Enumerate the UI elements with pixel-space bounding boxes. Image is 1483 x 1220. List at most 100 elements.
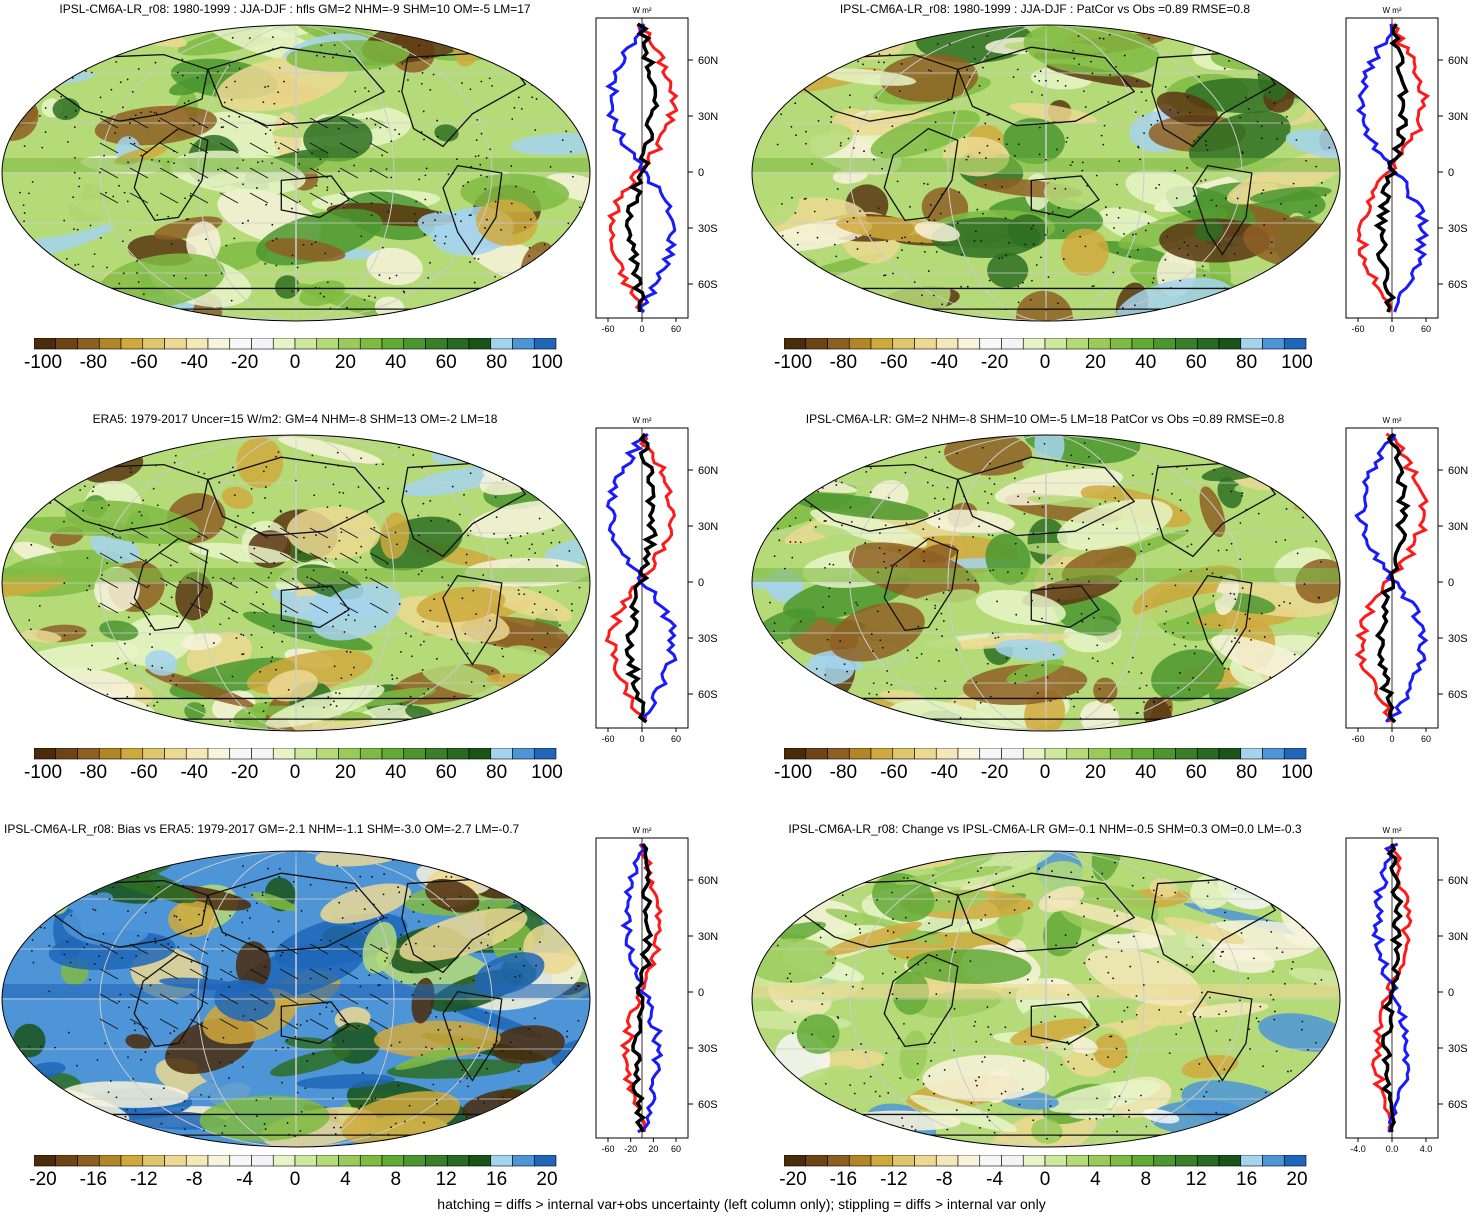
colorbar-swatch <box>892 748 915 760</box>
colorbar-swatch <box>1196 748 1220 760</box>
colorbar-tick-label: 60 <box>1185 762 1207 783</box>
colorbar-tick-label: -80 <box>829 762 858 783</box>
colorbar-swatch <box>446 338 470 350</box>
profile-y-tick: 0 <box>1448 577 1454 589</box>
colorbar-swatch <box>1153 748 1176 760</box>
colorbar-tick-label: -12 <box>130 1169 158 1190</box>
colorbar-swatch <box>1283 338 1307 350</box>
colorbar-swatch <box>77 338 100 350</box>
colorbar-tick-label: 4 <box>1090 1169 1101 1190</box>
colorbar-swatch <box>1109 1155 1133 1167</box>
colorbar-tick-label: -20 <box>980 352 1009 373</box>
colorbar-swatch <box>1088 748 1111 760</box>
colorbar-swatch <box>1109 748 1133 760</box>
profile-y-tick: 30N <box>698 931 718 943</box>
profile-y-tick: 30S <box>698 633 718 645</box>
colorbar-swatch <box>1283 748 1307 760</box>
colorbar-tick-label: -40 <box>180 762 208 783</box>
colorbar-swatch <box>403 338 426 350</box>
colorbar-swatch <box>34 1155 57 1167</box>
colorbar-tick-label: 80 <box>1236 352 1258 373</box>
colorbar-swatch <box>1218 338 1242 350</box>
colorbar-swatch <box>272 338 296 350</box>
colorbar-swatch <box>512 748 535 760</box>
colorbar-swatch <box>784 1155 807 1167</box>
colorbar-tick-label: 20 <box>334 762 356 783</box>
colorbar-swatch <box>1044 748 1068 760</box>
colorbar-swatch <box>164 748 187 760</box>
colorbar-tick-label: -100 <box>773 352 813 373</box>
colorbar-swatch <box>55 1155 78 1167</box>
zonal-mean-profile: W m² -4.0 0.0 4.0 60N 30N 0 30S 60S <box>1345 826 1468 1154</box>
colorbar-tick-label: -8 <box>185 1169 203 1190</box>
profile-y-tick: 30S <box>698 223 718 235</box>
colorbar-tick-label: -80 <box>79 352 108 373</box>
colorbar-labels: -100 -80 -60 -40 -20 0 20 40 60 80 100 <box>774 762 1313 786</box>
colorbar-swatch <box>827 1155 850 1167</box>
robinson-map <box>751 24 1341 322</box>
panel-title: IPSL-CM6A-LR_r08: Change vs IPSL-CM6A-LR… <box>788 822 1302 836</box>
colorbar-swatch <box>784 748 807 760</box>
colorbar-swatch <box>55 338 78 350</box>
colorbar-swatch <box>185 1155 209 1167</box>
panel-2: IPSL-CM6A-LR_r08: 1980-1999 : JJA-DJF : … <box>750 0 1483 400</box>
colorbar-swatch <box>1109 338 1133 350</box>
colorbar <box>784 1155 1307 1167</box>
colorbar-labels: -100 -80 -60 -40 -20 0 20 40 60 80 100 <box>774 352 1313 376</box>
colorbar-swatch <box>1066 748 1089 760</box>
colorbar-tick-label: 100 <box>1281 352 1313 373</box>
colorbar-swatch <box>142 338 165 350</box>
colorbar-swatch <box>425 748 448 760</box>
colorbar-swatch <box>229 1155 252 1167</box>
zonal-mean-profile: W m² -60 0 60 60N 30N 0 30S 60S <box>1345 416 1468 744</box>
colorbar-tick-label: 8 <box>390 1169 402 1190</box>
colorbar-swatch <box>533 338 557 350</box>
colorbar-tick-label: 40 <box>1135 352 1157 373</box>
colorbar-swatch <box>207 1155 231 1167</box>
colorbar-swatch <box>1262 338 1285 350</box>
colorbar-tick-label: 40 <box>1135 762 1157 783</box>
profile-units: W m² <box>632 416 651 425</box>
profile-x-tick: 60 <box>1421 734 1431 744</box>
colorbar-tick-label: -60 <box>880 762 908 783</box>
colorbar-swatch <box>1088 338 1111 350</box>
colorbar-swatch <box>805 748 828 760</box>
colorbar <box>34 338 557 350</box>
profile-x-tick: 4.0 <box>1420 1144 1433 1154</box>
colorbar-tick-label: 20 <box>1286 1169 1308 1190</box>
colorbar-swatch <box>359 748 383 760</box>
profile-x-tick: -60 <box>601 1144 614 1154</box>
profile-units: W m² <box>1382 6 1401 15</box>
colorbar-tick-label: -20 <box>29 1169 57 1190</box>
colorbar-swatch <box>848 1155 872 1167</box>
colorbar-swatch <box>425 1155 448 1167</box>
colorbar-tick-label: 0 <box>289 762 301 783</box>
colorbar-tick-label: -8 <box>935 1169 953 1190</box>
profile-y-tick: 0 <box>698 167 704 179</box>
colorbar-swatch <box>316 748 339 760</box>
colorbar-swatch <box>142 748 165 760</box>
colorbar-swatch <box>1001 748 1024 760</box>
colorbar-tick-label: 100 <box>531 352 563 373</box>
robinson-map <box>1 850 591 1148</box>
colorbar-swatch <box>1066 1155 1089 1167</box>
colorbar-swatch <box>294 1155 318 1167</box>
colorbar-tick-label: -40 <box>180 352 208 373</box>
colorbar-swatch <box>272 1155 296 1167</box>
colorbar-labels: -100 -80 -60 -40 -20 0 20 40 60 80 100 <box>24 762 563 786</box>
zonal-mean-profile: W m² -60 0 60 60N 30N 0 30S 60S <box>595 416 718 744</box>
profile-y-tick: 0 <box>1448 987 1454 999</box>
colorbar-tick-label: -4 <box>986 1169 1004 1190</box>
colorbar-swatch <box>827 338 850 350</box>
colorbar-swatch <box>381 1155 405 1167</box>
colorbar-swatch <box>957 1155 981 1167</box>
colorbar-swatch <box>1001 338 1024 350</box>
profile-y-tick: 30S <box>1448 223 1468 235</box>
colorbar-swatch <box>1131 1155 1155 1167</box>
colorbar-swatch <box>512 338 535 350</box>
colorbar-swatch <box>338 338 361 350</box>
colorbar-tick-label: 12 <box>435 1169 457 1190</box>
colorbar-swatch <box>870 338 894 350</box>
colorbar-tick-label: 60 <box>435 352 457 373</box>
colorbar-swatch <box>1131 338 1155 350</box>
